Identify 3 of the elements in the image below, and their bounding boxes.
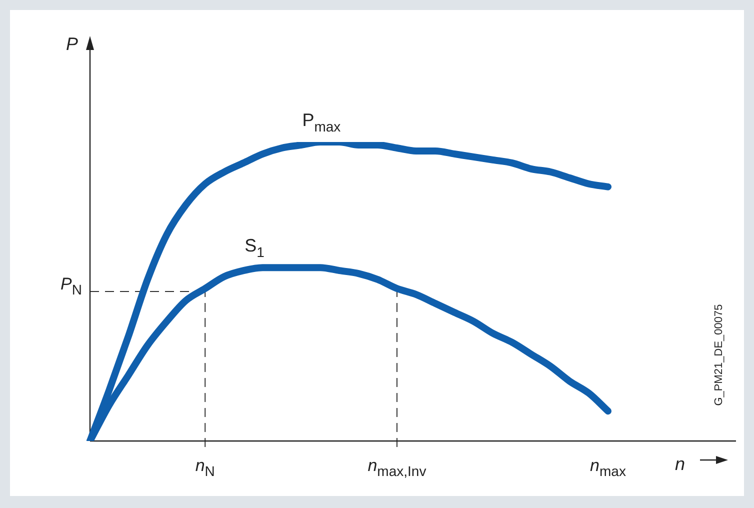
text: G_PM21_DE_00075: [713, 304, 725, 406]
y-axis-title: P: [66, 34, 78, 54]
x-axis-title: n: [675, 454, 686, 474]
